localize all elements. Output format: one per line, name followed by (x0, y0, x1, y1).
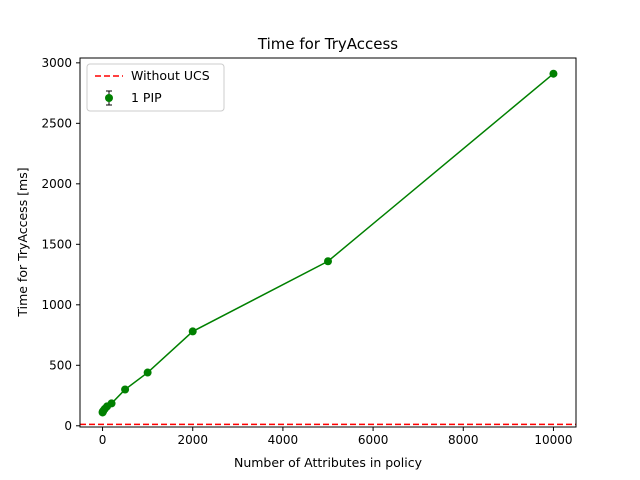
x-tick-label: 0 (99, 433, 107, 447)
x-axis-label: Number of Attributes in policy (234, 455, 423, 470)
legend-label-without-ucs: Without UCS (131, 68, 210, 83)
y-tick-label: 2000 (41, 177, 72, 191)
y-tick-label: 0 (64, 419, 72, 433)
y-tick-label: 1500 (41, 237, 72, 251)
data-point (143, 368, 152, 377)
x-tick-label: 2000 (177, 433, 208, 447)
legend-swatch-1-pip (105, 94, 113, 102)
x-tick-label: 10000 (534, 433, 572, 447)
plot-area (80, 69, 576, 426)
data-point (324, 257, 332, 266)
data-point (121, 385, 130, 394)
x-tick-label: 6000 (358, 433, 389, 447)
y-tick-label: 2500 (41, 116, 72, 130)
data-point (549, 69, 558, 78)
data-point (107, 399, 116, 408)
data-point (188, 327, 197, 336)
y-tick-label: 1000 (41, 298, 72, 312)
series-line-0 (101, 73, 554, 413)
y-tick-label: 500 (49, 358, 72, 372)
legend-box (86, 63, 225, 112)
y-axis-label: Time for TryAccess [ms] (15, 167, 30, 317)
axes: 0 2000 4000 6000 8000 10000 0 500 1000 1500 2000 25… (41, 56, 577, 447)
axes-frame (79, 57, 577, 428)
chart-title: Time for TryAccess (257, 35, 398, 53)
legend-label-1-pip: 1 PIP (131, 90, 162, 105)
x-tick-label: 4000 (268, 433, 299, 447)
x-tick-label: 8000 (448, 433, 479, 447)
y-tick-label: 3000 (41, 56, 72, 70)
legend: Without UCS 1 PIP (86, 63, 225, 112)
